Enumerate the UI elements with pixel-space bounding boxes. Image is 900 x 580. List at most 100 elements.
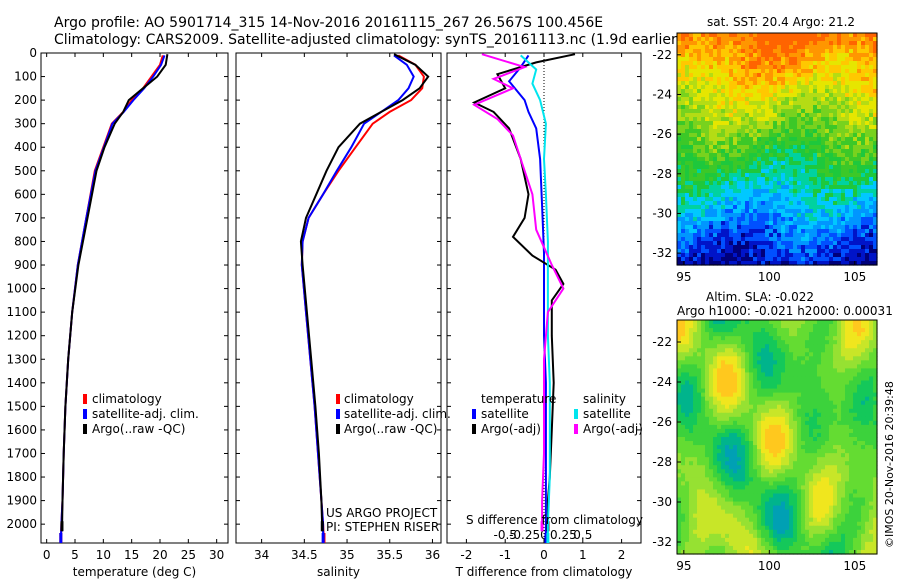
heatmap-cell — [829, 384, 834, 390]
heatmap-cell — [741, 241, 746, 246]
heatmap-cell — [785, 189, 790, 194]
heatmap-cell — [761, 441, 766, 446]
heatmap-cell — [753, 57, 758, 62]
heatmap-cell — [741, 416, 746, 422]
heatmap-cell — [853, 356, 858, 361]
heatmap-cell — [813, 237, 818, 242]
heatmap-cell — [869, 380, 874, 386]
heatmap-cell — [705, 177, 710, 182]
heatmap-cell — [813, 37, 818, 42]
heatmap-cell — [741, 57, 746, 62]
heatmap-cell — [717, 461, 722, 466]
heatmap-cell — [701, 388, 706, 394]
heatmap-cell — [785, 408, 790, 414]
heatmap-cell — [677, 372, 682, 378]
heatmap-cell — [765, 340, 770, 345]
heatmap-cell — [765, 221, 770, 226]
heatmap-cell — [777, 45, 782, 50]
heatmap-cell — [853, 145, 858, 150]
heatmap-cell — [849, 161, 854, 166]
heatmap-cell — [745, 257, 750, 262]
heatmap-cell — [769, 412, 774, 418]
heatmap-cell — [697, 432, 702, 438]
heatmap-cell — [701, 201, 706, 206]
heatmap-cell — [809, 205, 814, 210]
heatmap-cell — [821, 404, 826, 410]
heatmap-cell — [817, 89, 822, 94]
heatmap-cell — [737, 117, 742, 122]
heatmap-cell — [765, 93, 770, 98]
heatmap-cell — [789, 181, 794, 186]
heatmap-cell — [825, 376, 830, 382]
heatmap-cell — [741, 364, 746, 370]
heatmap-cell — [745, 157, 750, 162]
heatmap-cell — [817, 364, 822, 370]
heatmap-cell — [869, 169, 874, 174]
heatmap-cell — [713, 229, 718, 234]
heatmap-cell — [821, 384, 826, 390]
heatmap-cell — [681, 45, 686, 50]
heatmap-cell — [825, 57, 830, 62]
heatmap-cell — [861, 189, 866, 194]
heatmap-cell — [813, 229, 818, 234]
heatmap-cell — [837, 249, 842, 254]
heatmap-cell — [789, 320, 794, 325]
heatmap-cell — [765, 53, 770, 58]
heatmap-cell — [809, 145, 814, 150]
heatmap-cell — [817, 420, 822, 426]
heatmap-cell — [681, 245, 686, 250]
heatmap-cell — [853, 376, 858, 382]
heatmap-cell — [801, 392, 806, 398]
heatmap-cell — [797, 257, 802, 262]
heatmap-cell — [757, 217, 762, 222]
heatmap-cell — [821, 424, 826, 430]
heatmap-cell — [789, 97, 794, 102]
heatmap-cell — [805, 416, 810, 422]
heatmap-cell — [781, 161, 786, 166]
heatmap-cell — [849, 432, 854, 438]
heatmap-cell — [797, 320, 802, 325]
heatmap-cell — [769, 41, 774, 46]
heatmap-cell — [697, 221, 702, 226]
heatmap-cell — [781, 173, 786, 178]
heatmap-cell — [761, 320, 766, 325]
heatmap-cell — [853, 185, 858, 190]
heatmap-cell — [797, 441, 802, 446]
heatmap-cell — [805, 117, 810, 122]
heatmap-cell — [797, 364, 802, 370]
heatmap-cell — [681, 376, 686, 382]
heatmap-cell — [709, 445, 714, 450]
heatmap-cell — [869, 364, 874, 370]
heatmap-cell — [825, 424, 830, 430]
heatmap-cell — [677, 465, 682, 470]
heatmap-cell — [681, 93, 686, 98]
heatmap-cell — [689, 332, 694, 337]
heatmap-cell — [705, 101, 710, 106]
heatmap-cell — [797, 388, 802, 394]
heatmap-cell — [705, 105, 710, 110]
heatmap-cell — [833, 380, 838, 386]
heatmap-cell — [785, 400, 790, 406]
heatmap-cell — [801, 404, 806, 410]
heatmap-cell — [785, 432, 790, 438]
heatmap-cell — [713, 173, 718, 178]
heatmap-cell — [749, 352, 754, 357]
heatmap-cell — [777, 396, 782, 402]
heatmap-cell — [765, 105, 770, 110]
heatmap-cell — [785, 441, 790, 446]
heatmap-cell — [853, 101, 858, 106]
heatmap-cell — [753, 193, 758, 198]
heatmap-cell — [677, 61, 682, 66]
heatmap-cell — [833, 49, 838, 54]
heatmap-cell — [769, 344, 774, 349]
heatmap-cell — [813, 221, 818, 226]
heatmap-cell — [709, 109, 714, 114]
heatmap-cell — [769, 105, 774, 110]
heatmap-cell — [685, 149, 690, 154]
heatmap-cell — [713, 408, 718, 414]
heatmap-cell — [789, 388, 794, 394]
heatmap-cell — [801, 400, 806, 406]
heatmap-cell — [709, 33, 714, 38]
heatmap-cell — [769, 348, 774, 353]
heatmap-cell — [805, 145, 810, 150]
